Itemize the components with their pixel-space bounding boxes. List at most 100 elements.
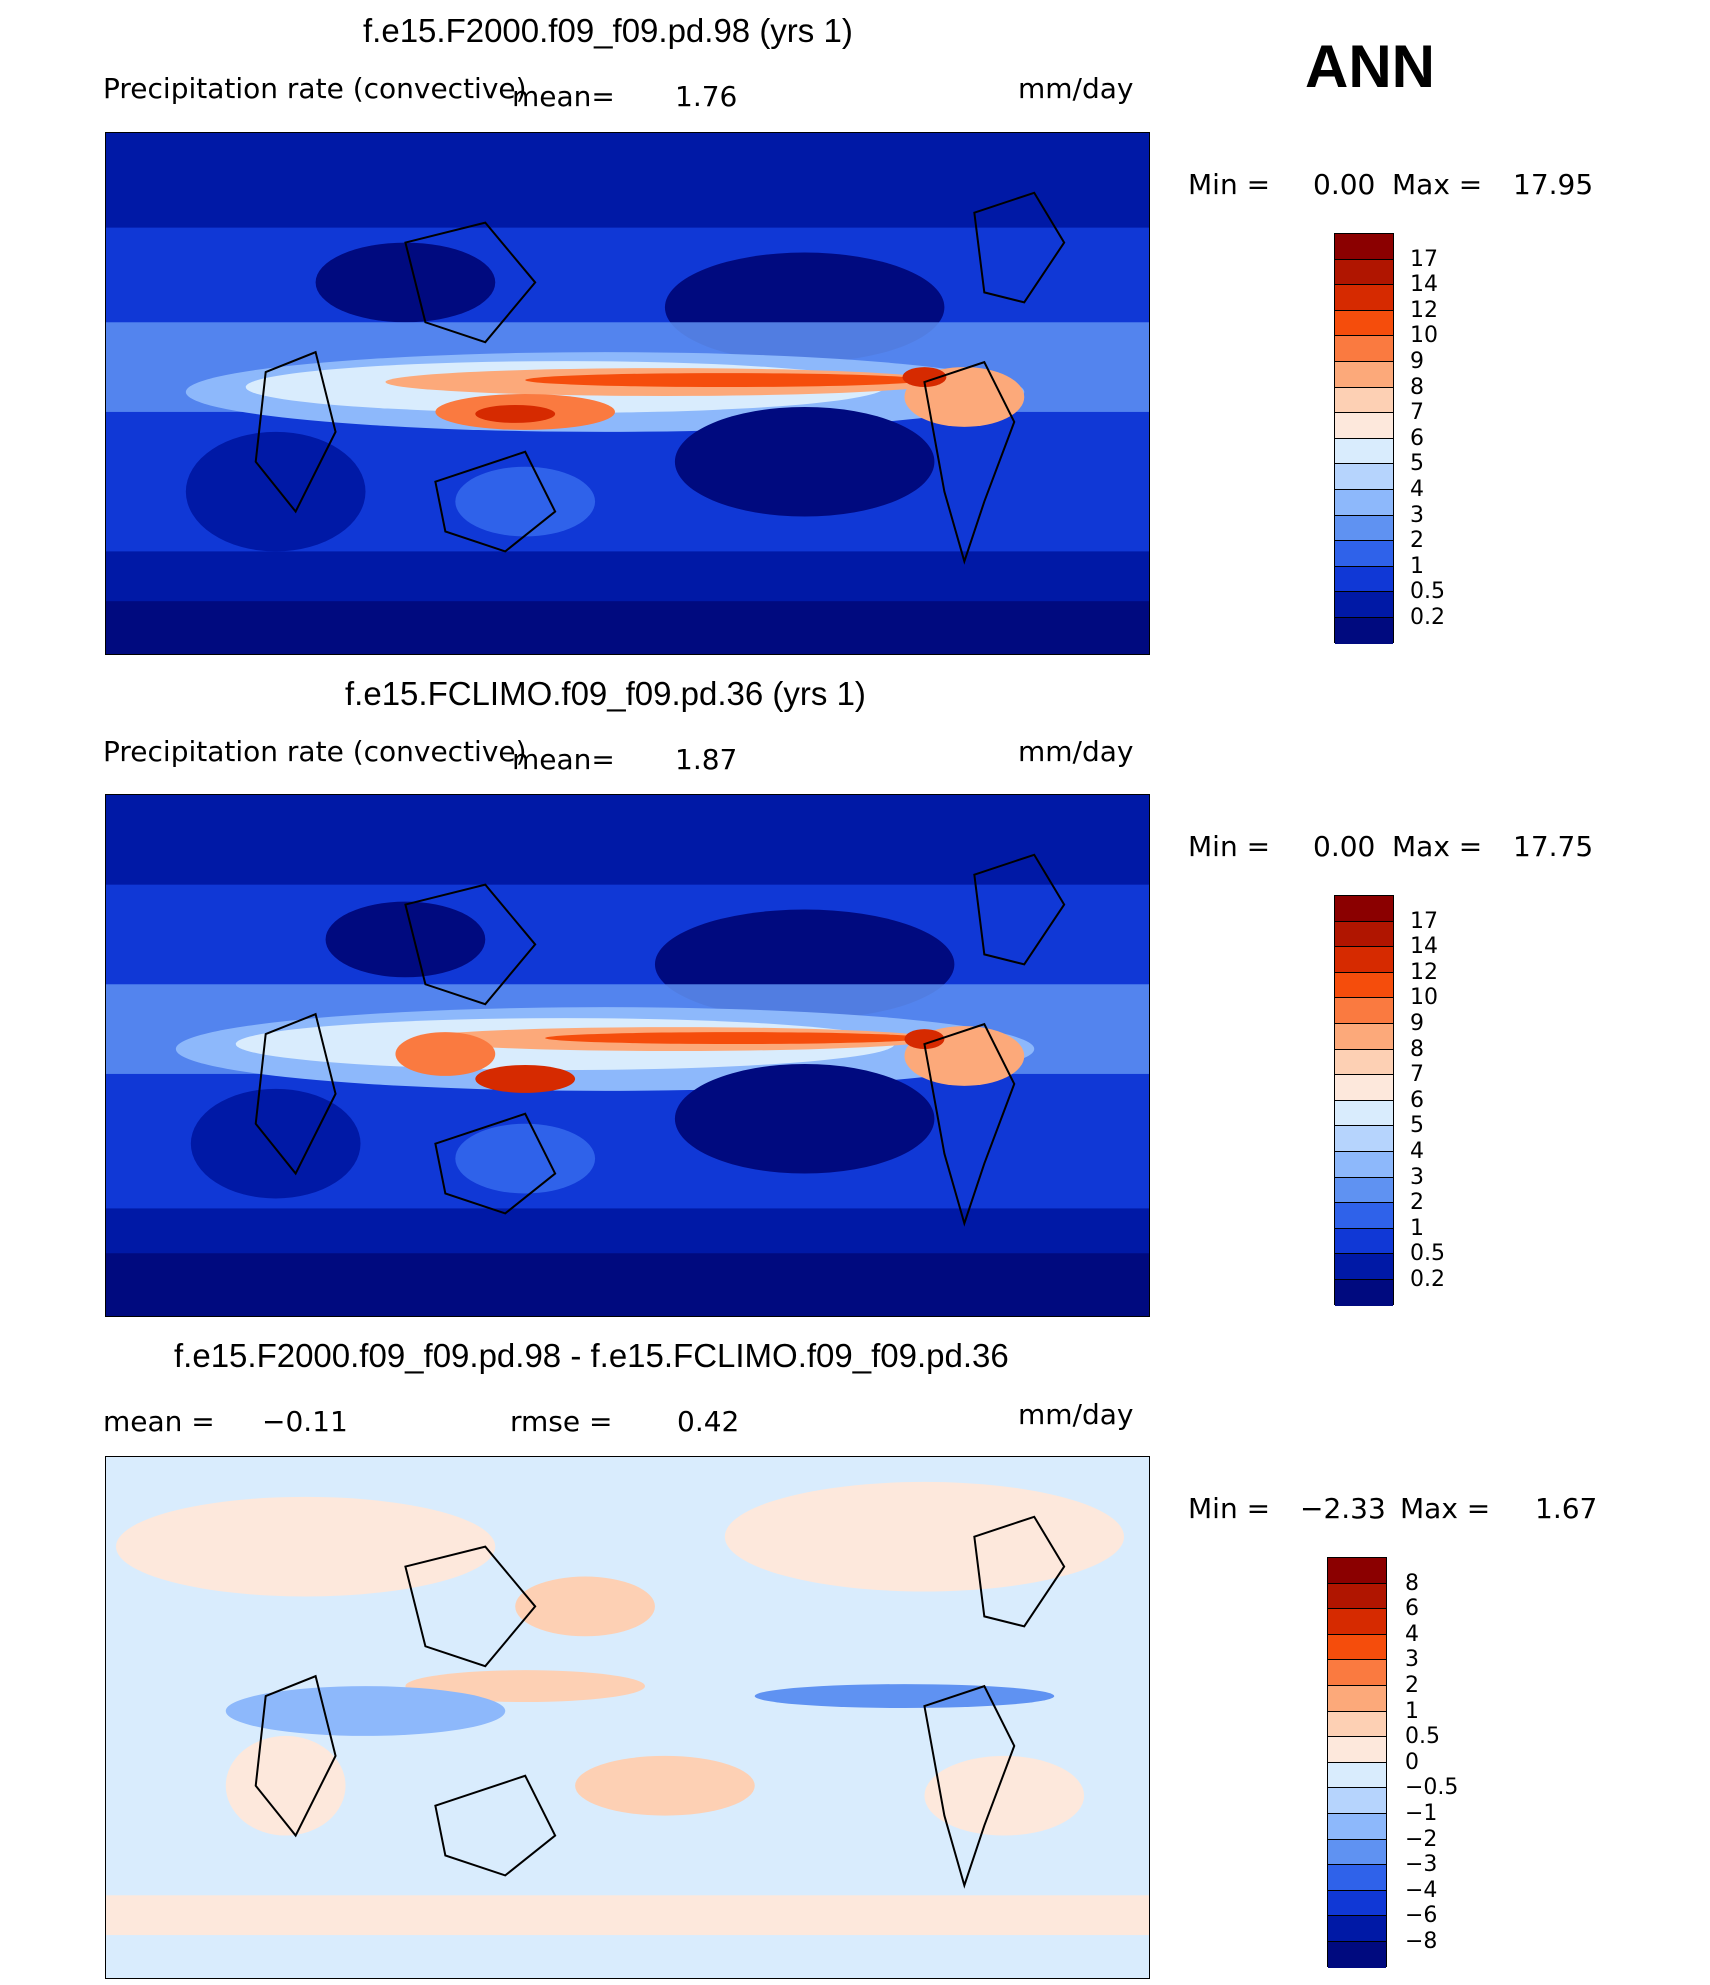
colorbar-swatch: [1335, 413, 1393, 439]
colorbar-tick-label: 2: [1410, 528, 1424, 554]
colorbar-tick-label: −0.5: [1405, 1775, 1459, 1801]
colorbar-tick-label: 8: [1405, 1570, 1419, 1596]
colorbar-tick-label: 0.2: [1410, 1267, 1445, 1292]
panel2-colorbar: [1334, 895, 1394, 1306]
panel3-title: f.e15.F2000.f09_f09.pd.98 - f.e15.FCLIMO…: [174, 1337, 1009, 1374]
colorbar-swatch: [1328, 1941, 1386, 1968]
colorbar-tick-label: 4: [1410, 1139, 1424, 1164]
colorbar-tick-label: 5: [1410, 451, 1424, 477]
colorbar-tick-label: 0.5: [1405, 1724, 1440, 1750]
colorbar-tick-label: −1: [1405, 1801, 1438, 1826]
panel1-title: f.e15.F2000.f09_f09.pd.98 (yrs 1): [363, 12, 853, 49]
colorbar-tick-label: 0.2: [1410, 605, 1445, 630]
colorbar-tick-label: 9: [1410, 349, 1424, 374]
colorbar-swatch: [1335, 234, 1393, 260]
colorbar-tick-label: 6: [1410, 425, 1424, 451]
panel2-min-label: Min =: [1188, 830, 1271, 863]
colorbar-tick-label: −8: [1405, 1929, 1438, 1954]
colorbar-swatch: [1335, 972, 1393, 999]
colorbar-swatch: [1335, 1151, 1393, 1178]
colorbar-swatch: [1335, 1049, 1393, 1076]
panel1-min-label: Min =: [1188, 168, 1271, 201]
colorbar-tick-label: −3: [1405, 1852, 1438, 1878]
colorbar-swatch: [1335, 1177, 1393, 1204]
colorbar-tick-label: 3: [1410, 1164, 1424, 1190]
colorbar-swatch: [1328, 1634, 1386, 1661]
colorbar-swatch: [1335, 1126, 1393, 1152]
panel2-map-field: [106, 795, 1149, 1316]
colorbar-tick-label: 4: [1405, 1621, 1419, 1647]
colorbar-swatch: [1335, 515, 1393, 542]
panel3-min-value: −2.33: [1300, 1492, 1386, 1525]
panel1-min-value: 0.00: [1313, 168, 1376, 201]
colorbar-swatch: [1335, 310, 1393, 337]
colorbar-tick-label: 8: [1410, 374, 1424, 400]
colorbar-tick-label: 1: [1405, 1698, 1419, 1724]
colorbar-tick-label: 14: [1410, 934, 1438, 960]
colorbar-tick-label: −2: [1405, 1826, 1438, 1852]
panel3-max-label: Max =: [1400, 1492, 1491, 1525]
panel3-max-value: 1.67: [1535, 1492, 1598, 1525]
panel2-max-value: 17.75: [1513, 830, 1594, 863]
colorbar-tick-label: 8: [1410, 1036, 1424, 1062]
panel1-max-value: 17.95: [1513, 168, 1594, 201]
panel2-max-label: Max =: [1392, 830, 1483, 863]
panel2-map: [105, 794, 1150, 1317]
colorbar-swatch: [1335, 464, 1393, 490]
colorbar-swatch: [1335, 361, 1393, 388]
colorbar-swatch: [1335, 896, 1393, 922]
colorbar-swatch: [1328, 1788, 1386, 1814]
colorbar-swatch: [1335, 921, 1393, 948]
colorbar-swatch: [1335, 489, 1393, 516]
colorbar-swatch: [1328, 1737, 1386, 1763]
colorbar-tick-label: 17: [1410, 908, 1438, 934]
panel1-mean-label: mean=: [512, 80, 615, 113]
colorbar-swatch: [1335, 1254, 1393, 1280]
panel1-colorbar: [1334, 233, 1394, 644]
colorbar-swatch: [1335, 387, 1393, 414]
colorbar-tick-label: 0.5: [1410, 579, 1445, 605]
colorbar-tick-label: 9: [1410, 1011, 1424, 1036]
panel3-mean-value: −0.11: [262, 1405, 348, 1438]
colorbar-tick-label: 1: [1410, 553, 1424, 579]
colorbar-swatch: [1335, 438, 1393, 465]
colorbar-tick-label: 10: [1410, 985, 1438, 1011]
colorbar-tick-label: 6: [1410, 1087, 1424, 1113]
colorbar-tick-label: −6: [1405, 1903, 1438, 1929]
panel3-colorbar: [1327, 1557, 1387, 1968]
colorbar-swatch: [1328, 1839, 1386, 1866]
panel3-rmse-value: 0.42: [677, 1405, 740, 1438]
colorbar-tick-label: 10: [1410, 323, 1438, 349]
colorbar-swatch: [1328, 1865, 1386, 1891]
panel2-variable: Precipitation rate (convective): [103, 735, 527, 768]
colorbar-swatch: [1328, 1558, 1386, 1584]
colorbar-swatch: [1335, 1075, 1393, 1101]
panel2-mean-value: 1.87: [675, 743, 738, 776]
colorbar-tick-label: 2: [1410, 1190, 1424, 1216]
panel1-map: [105, 132, 1150, 655]
colorbar-swatch: [1335, 1228, 1393, 1255]
colorbar-swatch: [1335, 1023, 1393, 1050]
colorbar-swatch: [1328, 1609, 1386, 1635]
colorbar-tick-label: 4: [1410, 477, 1424, 502]
colorbar-swatch: [1328, 1660, 1386, 1686]
colorbar-swatch: [1335, 336, 1393, 362]
colorbar-tick-label: 5: [1410, 1113, 1424, 1139]
panel2-min-value: 0.00: [1313, 830, 1376, 863]
colorbar-tick-label: −4: [1405, 1877, 1438, 1903]
colorbar-tick-label: 17: [1410, 246, 1438, 272]
panel3-map: [105, 1456, 1150, 1979]
colorbar-tick-label: 0: [1405, 1749, 1419, 1775]
colorbar-tick-label: 0.5: [1410, 1241, 1445, 1267]
colorbar-tick-label: 7: [1410, 1062, 1424, 1088]
colorbar-swatch: [1335, 566, 1393, 593]
colorbar-swatch: [1335, 1279, 1393, 1306]
colorbar-swatch: [1335, 617, 1393, 644]
colorbar-tick-label: 12: [1410, 297, 1438, 323]
colorbar-swatch: [1335, 541, 1393, 567]
colorbar-swatch: [1328, 1685, 1386, 1712]
colorbar-tick-label: 3: [1405, 1647, 1419, 1673]
panel1-units: mm/day: [1018, 72, 1134, 105]
panel1-variable: Precipitation rate (convective): [103, 72, 527, 105]
colorbar-tick-label: 1: [1410, 1215, 1424, 1241]
